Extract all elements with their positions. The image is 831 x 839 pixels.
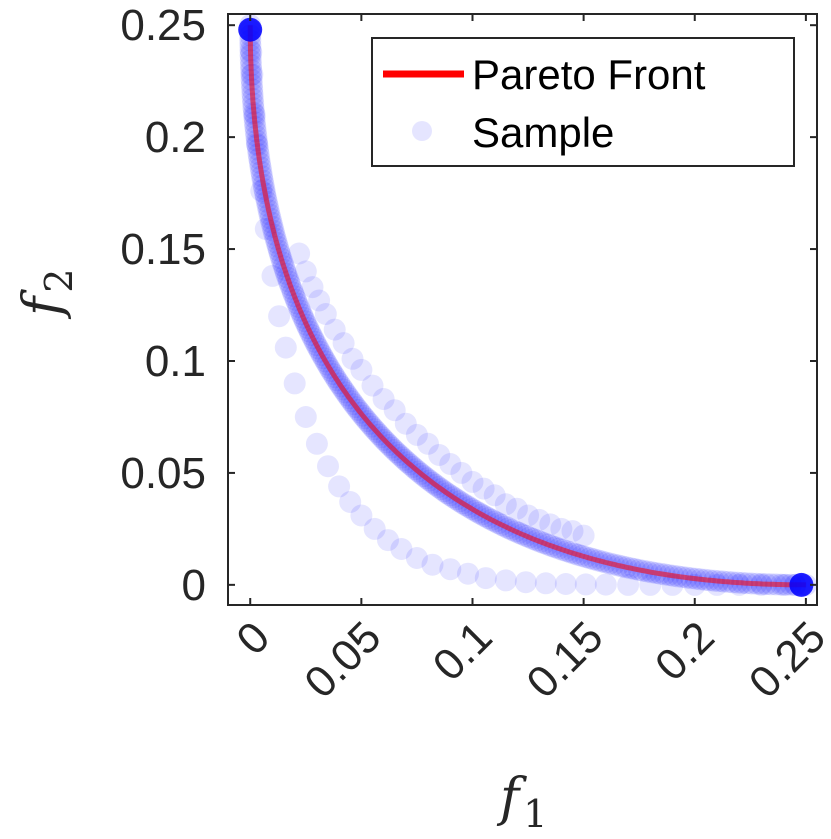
sample-point: [341, 347, 364, 370]
sample-point: [457, 562, 479, 585]
sample-point: [417, 432, 439, 455]
legend-box: [371, 37, 795, 167]
sample-point: [561, 520, 584, 543]
sample-point: [405, 547, 428, 569]
sample-point: [361, 374, 384, 397]
sample-point: [494, 493, 517, 516]
x-tick-label: 0.05: [295, 612, 390, 707]
sample-point: [268, 305, 291, 328]
y-tick-label: 0.15: [120, 225, 206, 274]
sample-point: [294, 406, 317, 428]
x-tick-label: 0.15: [517, 612, 612, 707]
sample-point: [594, 573, 617, 596]
legend-swatch-sample: [412, 121, 432, 141]
sample-point: [261, 264, 284, 287]
sample-point: [574, 573, 597, 596]
sample-point: [274, 336, 297, 359]
sample-point: [294, 260, 317, 283]
sample-point: [554, 573, 577, 595]
sample-point: [308, 289, 331, 312]
sample-point: [332, 332, 355, 355]
x-tick-label: 0.25: [740, 612, 831, 707]
data-marks: [238, 14, 817, 597]
sample-point: [483, 484, 506, 507]
sample-point: [305, 432, 328, 455]
sample-point: [439, 453, 462, 475]
sample-point: [450, 461, 473, 484]
sample-point: [283, 372, 306, 395]
sample-point: [528, 508, 551, 531]
y-tick-label: 0.2: [145, 113, 206, 162]
y-tick-label: 0.25: [120, 1, 206, 50]
x-tick-label: 0.1: [424, 612, 502, 690]
sample-point: [494, 569, 517, 592]
plot-frame: [227, 13, 818, 606]
sample-point: [617, 573, 640, 596]
sample-point: [428, 444, 451, 466]
sample-point: [550, 517, 573, 540]
sample-point: [377, 529, 399, 552]
sample-point: [474, 567, 497, 590]
sample-point: [421, 553, 444, 576]
sample-point: [301, 276, 324, 299]
sample-point: [517, 504, 540, 527]
sample-point: [472, 477, 495, 500]
endpoint-marker: [789, 572, 814, 597]
sample-point: [328, 475, 351, 498]
sample-point: [390, 538, 413, 560]
sample-point: [372, 388, 395, 410]
sample-point: [323, 318, 346, 341]
sample-point: [661, 573, 684, 596]
sample-point: [363, 517, 386, 540]
sample-point: [350, 504, 373, 527]
sample-point: [534, 572, 557, 595]
sample-point: [394, 412, 417, 435]
pareto-front-line: [247, 25, 806, 588]
sample-point: [288, 242, 311, 265]
legend-label-sample: Sample: [472, 109, 614, 156]
sample-point: [439, 558, 462, 581]
sample-point: [514, 571, 537, 594]
x-tick-label: 0: [227, 612, 279, 664]
sample-point: [314, 303, 337, 325]
y-tick-label: 0: [182, 561, 206, 610]
sample-point: [539, 513, 562, 536]
sample-point: [572, 524, 595, 547]
sample-point: [639, 573, 662, 596]
sample-point: [350, 358, 373, 381]
y-tick-label: 0.1: [145, 337, 206, 386]
sample-point: [317, 455, 339, 478]
sample-point: [505, 497, 528, 520]
sample-point: [461, 470, 484, 493]
y-tick-label: 0.05: [120, 449, 206, 498]
x-tick-label: 0.2: [646, 612, 724, 690]
sample-point: [383, 399, 406, 422]
sample-point: [339, 491, 362, 513]
y-axis-label: f2: [13, 269, 81, 320]
legend: Pareto Front Sample: [371, 37, 795, 167]
legend-label-pareto-front: Pareto Front: [472, 51, 706, 98]
sample-point: [405, 423, 428, 446]
endpoint-marker: [238, 17, 263, 42]
